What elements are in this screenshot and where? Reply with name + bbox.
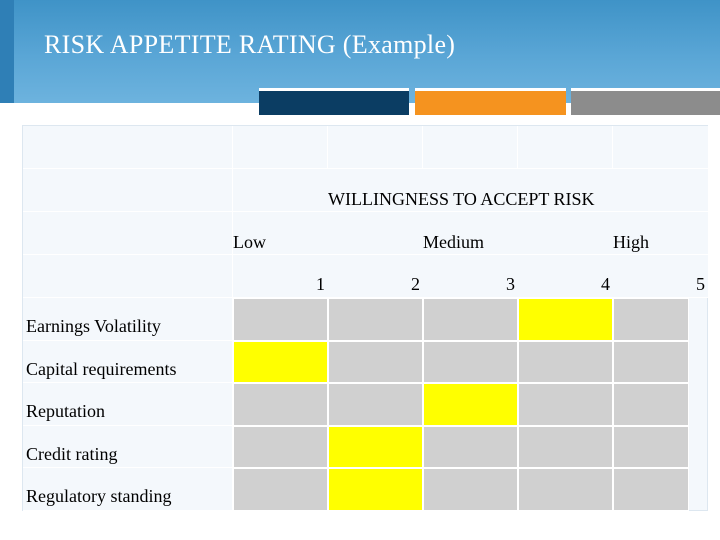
header-cell — [23, 126, 233, 169]
header-cell — [613, 126, 709, 169]
scale-label-high: High — [613, 232, 649, 252]
header-cell — [23, 212, 233, 255]
accent-bar-gray — [571, 88, 720, 118]
rating-cell — [518, 468, 613, 511]
scale-number: 3 — [506, 274, 515, 294]
header-cell — [233, 126, 328, 169]
scale-label-low: Low — [233, 232, 266, 252]
rating-cell — [613, 340, 689, 384]
rating-cell-selected — [518, 298, 613, 341]
header-cell — [233, 212, 709, 255]
slide-title: RISK APPETITE RATING (Example) — [44, 30, 456, 59]
rating-cell — [233, 298, 328, 341]
rating-cell — [613, 298, 689, 341]
rating-cell — [423, 468, 518, 511]
header-cell — [423, 126, 518, 169]
rating-cell — [423, 298, 518, 341]
row-label-cell: Earnings Volatility — [23, 298, 233, 341]
title-banner: RISK APPETITE RATING (Example) — [0, 0, 720, 103]
table-heading: WILLINGNESS TO ACCEPT RISK — [328, 189, 595, 209]
rating-cell — [328, 383, 423, 426]
row-label: Reputation — [26, 401, 105, 422]
scale-number: 2 — [411, 274, 420, 294]
header-cell — [233, 169, 709, 212]
accent-bar-orange — [415, 88, 566, 118]
scale-number: 5 — [696, 274, 705, 294]
rating-cell — [423, 425, 518, 469]
rating-cell — [233, 468, 328, 511]
risk-rating-table: WILLINGNESS TO ACCEPT RISK Low Medium Hi… — [22, 125, 709, 511]
row-label: Capital requirements — [26, 358, 177, 379]
row-label-cell: Credit rating — [23, 425, 233, 469]
rating-cell — [518, 383, 613, 426]
row-label: Credit rating — [26, 443, 118, 464]
rating-cell — [518, 425, 613, 469]
header-cell — [233, 255, 709, 298]
row-label: Earnings Volatility — [26, 316, 161, 336]
scale-number: 1 — [316, 274, 325, 294]
header-cell — [518, 126, 613, 169]
header-cell — [23, 255, 233, 298]
rating-cell — [423, 340, 518, 384]
scale-label-medium: Medium — [423, 232, 484, 252]
scale-number: 4 — [601, 274, 610, 294]
row-label-cell: Regulatory standing — [23, 468, 233, 511]
header-cell — [328, 126, 423, 169]
rating-cell — [328, 298, 423, 341]
banner-edge — [0, 0, 14, 103]
rating-cell-selected — [233, 340, 328, 384]
rating-cell-selected — [423, 383, 518, 426]
accent-bar-blue — [259, 88, 409, 118]
rating-cell — [233, 425, 328, 469]
rating-cell — [518, 340, 613, 384]
rating-cell — [613, 383, 689, 426]
rating-cell-selected — [328, 468, 423, 511]
rating-cell-selected — [328, 425, 423, 469]
rating-cell — [613, 468, 689, 511]
rating-cell — [328, 340, 423, 384]
row-label-cell: Capital requirements — [23, 340, 233, 384]
header-cell — [23, 169, 233, 212]
rating-cell — [613, 425, 689, 469]
row-label-cell: Reputation — [23, 383, 233, 426]
row-label: Regulatory standing — [26, 486, 172, 507]
rating-cell — [233, 383, 328, 426]
